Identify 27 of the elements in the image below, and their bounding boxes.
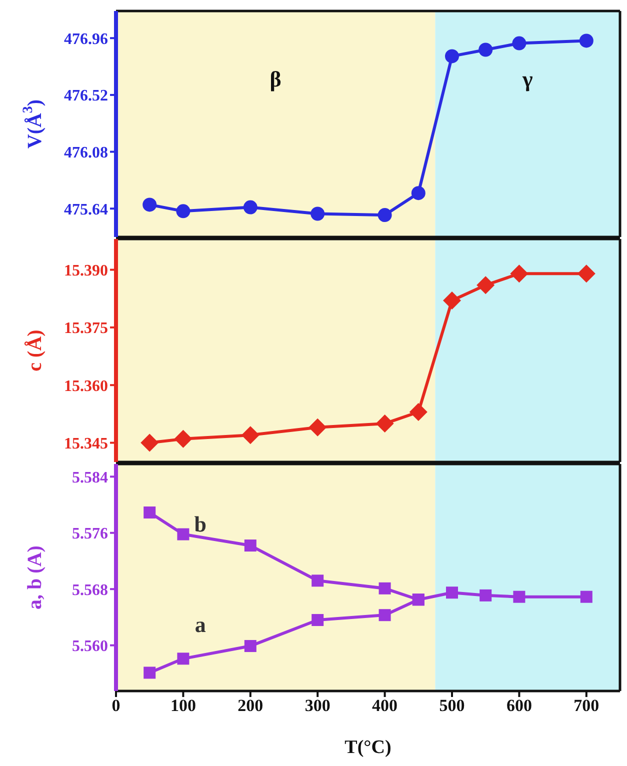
x-tick-label: 300 [304,696,330,716]
x-tick-label: 200 [238,696,264,716]
x-tick-label: 100 [170,696,196,716]
y-tick-label: 476.96 [64,30,108,48]
band-label: γ [521,66,533,92]
y-tick-label: 15.375 [64,320,108,338]
y-tick-label: 5.560 [72,638,108,655]
band-label: β [270,66,282,92]
x-tick-label: 700 [574,696,600,716]
y-tick-label: 15.345 [64,435,108,452]
x-tick-label: 0 [112,696,120,716]
x-tick-label: 400 [372,696,398,716]
y-tick-label: 476.08 [64,144,108,162]
y-tick-label: 15.360 [64,378,108,395]
y-tick-label: 476.52 [64,88,108,105]
y-axis-title: c (Å) [24,330,46,372]
series-label: a [194,612,206,638]
y-tick-label: 15.390 [64,262,108,280]
x-tick-label: 500 [439,696,465,716]
series-label: b [194,512,207,537]
x-tick-label: 600 [506,696,532,716]
y-tick-label: 5.568 [72,582,108,599]
y-tick-label: 475.64 [64,201,108,218]
x-axis-title: T(°C) [344,737,392,758]
y-axis-title: a, b (A) [24,546,46,610]
y-tick-label: 5.584 [72,469,108,486]
y-tick-label: 5.576 [72,526,108,543]
